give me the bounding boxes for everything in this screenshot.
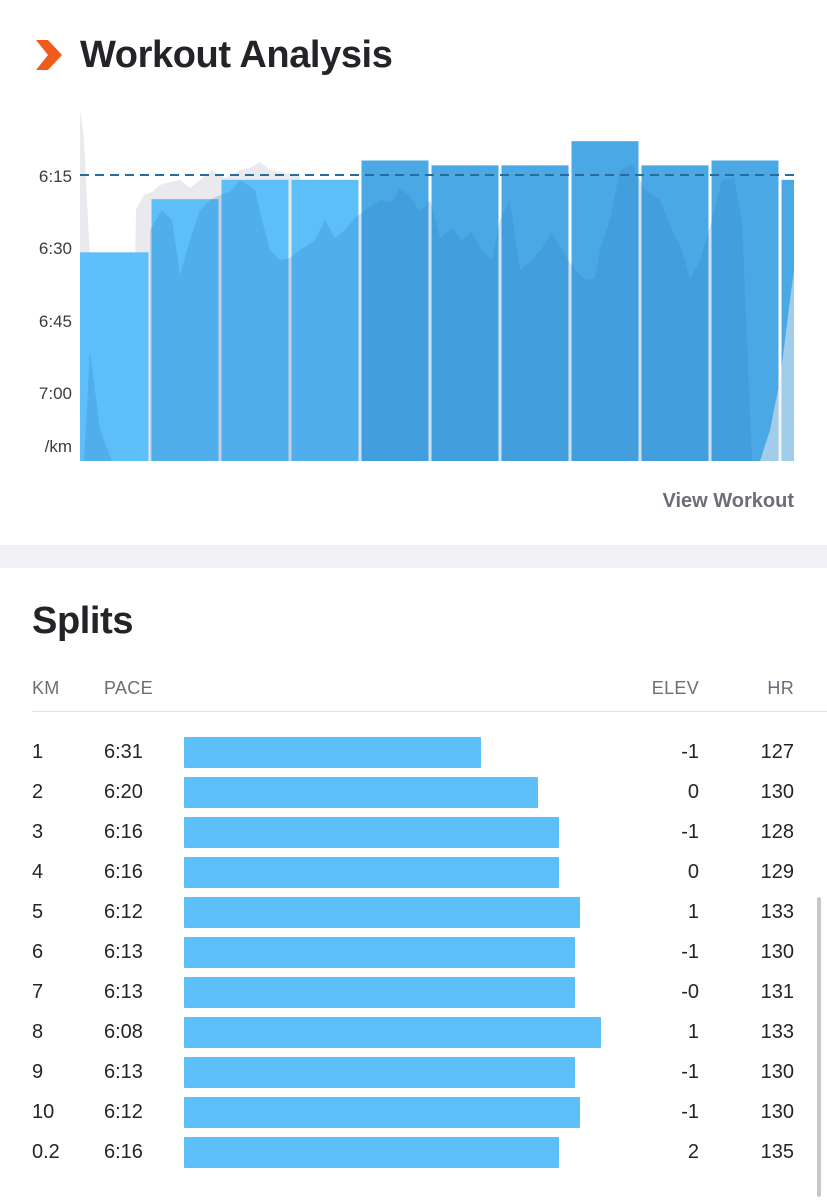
y-tick-label: 6:30: [39, 239, 72, 258]
split-pace-bar: [184, 977, 575, 1008]
table-row: 10 6:12 -1 130: [0, 1093, 827, 1133]
pace-bar: [361, 160, 429, 461]
pace-bar: [291, 179, 359, 461]
pace-bar: [571, 141, 639, 461]
split-pace: 6:16: [104, 861, 143, 883]
split-km: 7: [32, 981, 44, 1003]
split-hr: 130: [760, 1101, 794, 1123]
split-elev: -1: [681, 741, 699, 763]
split-km: 2: [32, 781, 44, 803]
split-hr: 130: [760, 781, 794, 803]
table-row: 4 6:16 0 129: [0, 853, 827, 893]
pace-bar: [711, 160, 779, 461]
table-row: 8 6:08 1 133: [0, 1013, 827, 1053]
pace-trace-edge: [760, 270, 794, 461]
pace-bar: [151, 199, 219, 461]
split-pace-bar: [184, 857, 559, 888]
split-elev: -1: [681, 821, 699, 843]
pace-bar: [431, 165, 499, 461]
split-pace-bar: [184, 937, 575, 968]
chevron-right-icon: [36, 40, 62, 70]
pace-chart: 6:15 6:30 6:45 7:00/km: [39, 110, 794, 461]
column-header-elev: ELEV: [651, 678, 699, 698]
table-row: 9 6:13 -1 130: [0, 1053, 827, 1093]
split-pace-bar: [184, 1097, 580, 1128]
split-elev: 1: [687, 1021, 699, 1043]
column-header-km: KM: [32, 678, 60, 698]
split-pace-bar: [184, 1057, 575, 1088]
table-row: 6 6:13 -1 130: [0, 933, 827, 973]
split-km: 5: [32, 901, 44, 923]
split-pace-bar: [184, 737, 481, 768]
split-hr: 129: [760, 861, 794, 883]
split-hr: 131: [760, 981, 794, 1003]
y-tick-label: 6:45: [39, 312, 72, 331]
split-km: 0.2: [32, 1141, 60, 1163]
split-km: 8: [32, 1021, 44, 1043]
table-row: 5 6:12 1 133: [0, 893, 827, 933]
split-pace: 6:16: [104, 821, 143, 843]
split-pace: 6:12: [104, 901, 143, 923]
split-pace-bar: [184, 1017, 601, 1048]
split-km: 9: [32, 1061, 44, 1083]
split-pace-bar: [184, 817, 559, 848]
split-pace: 6:13: [104, 941, 143, 963]
split-elev: -1: [681, 941, 699, 963]
pace-bar: [80, 252, 149, 461]
table-row: 0.2 6:16 2 135: [0, 1133, 827, 1173]
split-hr: 133: [760, 901, 794, 923]
splits-title: Splits: [32, 600, 134, 642]
split-pace-bar: [184, 777, 538, 808]
split-pace: 6:31: [104, 741, 143, 763]
split-km: 6: [32, 941, 44, 963]
split-elev: 1: [687, 901, 699, 923]
split-km: 10: [32, 1101, 55, 1123]
split-pace: 6:16: [104, 1141, 143, 1163]
pace-bar: [501, 165, 569, 461]
split-elev: -0: [681, 981, 699, 1003]
split-hr: 133: [760, 1021, 794, 1043]
split-elev: 0: [687, 861, 699, 883]
split-elev: -1: [681, 1101, 699, 1123]
y-axis-unit: /km: [45, 437, 72, 456]
split-pace: 6:12: [104, 1101, 143, 1123]
table-row: 1 6:31 -1 127: [0, 733, 827, 773]
split-elev: 0: [687, 781, 699, 803]
table-row: 7 6:13 -0 131: [0, 973, 827, 1013]
split-pace-bar: [184, 897, 580, 928]
split-elev: 2: [687, 1141, 699, 1163]
split-pace-bar: [184, 1137, 559, 1168]
pace-trace-overlay: [84, 164, 752, 461]
split-hr: 130: [760, 941, 794, 963]
split-km: 1: [32, 741, 44, 763]
header-divider: [32, 711, 827, 712]
split-hr: 135: [760, 1141, 794, 1163]
table-row: 2 6:20 0 130: [0, 773, 827, 813]
y-tick-label: 7:00: [39, 384, 72, 403]
split-hr: 127: [760, 741, 794, 763]
table-row: 3 6:16 -1 128: [0, 813, 827, 853]
view-workout-link[interactable]: View Workout: [662, 490, 794, 512]
scrollbar[interactable]: [817, 897, 821, 1197]
column-header-pace: PACE: [104, 678, 153, 698]
y-tick-label: 6:15: [39, 167, 72, 186]
pace-bar: [221, 179, 289, 461]
column-header-hr: HR: [767, 678, 794, 698]
splits-table: 1 6:31 -1 127 2 6:20 0 130 3 6:16 -1 128…: [0, 733, 827, 1173]
split-km: 4: [32, 861, 44, 883]
header: Workout Analysis: [36, 30, 393, 80]
split-pace: 6:13: [104, 1061, 143, 1083]
section-divider: [0, 545, 827, 568]
page-title: Workout Analysis: [80, 33, 393, 76]
pace-bar: [641, 165, 709, 461]
split-pace: 6:13: [104, 981, 143, 1003]
split-pace: 6:20: [104, 781, 143, 803]
split-hr: 130: [760, 1061, 794, 1083]
split-hr: 128: [760, 821, 794, 843]
split-km: 3: [32, 821, 44, 843]
split-pace: 6:08: [104, 1021, 143, 1043]
split-elev: -1: [681, 1061, 699, 1083]
